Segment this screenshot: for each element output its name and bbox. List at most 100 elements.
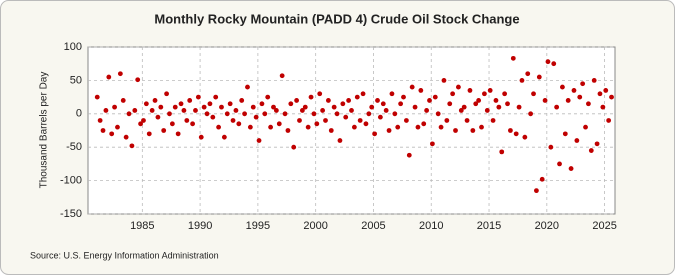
point: [242, 111, 247, 117]
point: [534, 188, 539, 194]
point: [438, 124, 444, 130]
point: [117, 71, 123, 77]
x-tick-label: 2015: [477, 220, 501, 232]
point: [311, 111, 317, 117]
x-tick-label: 2010: [419, 220, 443, 232]
x-tick-label: 2000: [303, 220, 327, 232]
point: [297, 118, 302, 123]
point: [141, 118, 146, 123]
point: [470, 128, 476, 133]
point: [609, 94, 614, 100]
point: [273, 108, 279, 113]
point: [323, 118, 328, 123]
point: [415, 124, 421, 130]
point: [450, 91, 456, 97]
point: [109, 131, 115, 137]
x-tick-label: 2005: [361, 220, 385, 232]
point: [112, 104, 117, 110]
point: [245, 84, 250, 90]
point: [120, 98, 126, 103]
point: [271, 104, 276, 110]
point: [562, 131, 568, 137]
point: [380, 101, 386, 107]
point: [343, 114, 349, 120]
point: [502, 91, 508, 97]
point: [256, 138, 262, 143]
point: [409, 84, 415, 90]
point: [525, 71, 531, 77]
point: [294, 98, 300, 103]
point: [349, 108, 354, 113]
point: [164, 91, 169, 97]
point: [386, 128, 392, 133]
point: [536, 74, 542, 80]
point: [253, 114, 259, 120]
point: [187, 98, 193, 103]
point: [305, 124, 311, 130]
point: [375, 98, 380, 103]
point: [334, 111, 340, 117]
point: [577, 94, 583, 100]
point: [499, 149, 505, 155]
point: [594, 141, 600, 147]
point: [467, 88, 473, 93]
point: [424, 108, 430, 113]
point: [603, 88, 609, 93]
point: [372, 131, 378, 137]
point: [545, 59, 551, 65]
point: [447, 101, 453, 107]
point: [282, 111, 288, 117]
point: [464, 118, 470, 123]
point: [366, 111, 372, 117]
point: [230, 118, 236, 123]
x-tick-label: 1990: [188, 220, 212, 232]
point: [406, 152, 412, 158]
point: [513, 131, 519, 137]
point: [369, 104, 375, 110]
y-tick-label: 0: [76, 108, 82, 120]
point: [401, 94, 406, 100]
point: [204, 111, 210, 117]
point: [146, 131, 152, 137]
point: [233, 108, 239, 113]
y-tick-label: -50: [66, 141, 82, 153]
point: [568, 166, 574, 171]
y-tick-label: 100: [64, 41, 82, 53]
point: [565, 98, 571, 103]
point: [548, 144, 554, 150]
point: [175, 131, 181, 137]
point: [158, 104, 164, 110]
point: [484, 108, 490, 113]
point: [132, 108, 138, 113]
point: [190, 121, 195, 127]
point: [106, 74, 112, 80]
point: [302, 104, 308, 110]
point: [152, 98, 158, 103]
point: [320, 108, 326, 113]
point: [392, 111, 398, 117]
point: [181, 108, 187, 113]
point: [351, 124, 357, 130]
point: [516, 104, 522, 110]
point: [198, 134, 204, 140]
point: [571, 88, 577, 93]
point: [586, 101, 591, 107]
point: [490, 118, 496, 123]
point: [340, 101, 346, 107]
point: [531, 91, 536, 97]
point: [554, 104, 560, 110]
point: [328, 128, 334, 133]
point: [395, 124, 401, 130]
point: [143, 101, 149, 107]
point: [126, 111, 132, 117]
point: [510, 55, 516, 61]
point: [325, 98, 331, 103]
point: [456, 84, 461, 90]
point: [588, 148, 594, 153]
point: [94, 94, 100, 100]
chart-title: Monthly Rocky Mountain (PADD 4) Crude Oi…: [154, 11, 519, 26]
point: [560, 84, 565, 90]
point: [239, 98, 245, 103]
point: [346, 98, 352, 103]
point: [487, 88, 493, 93]
